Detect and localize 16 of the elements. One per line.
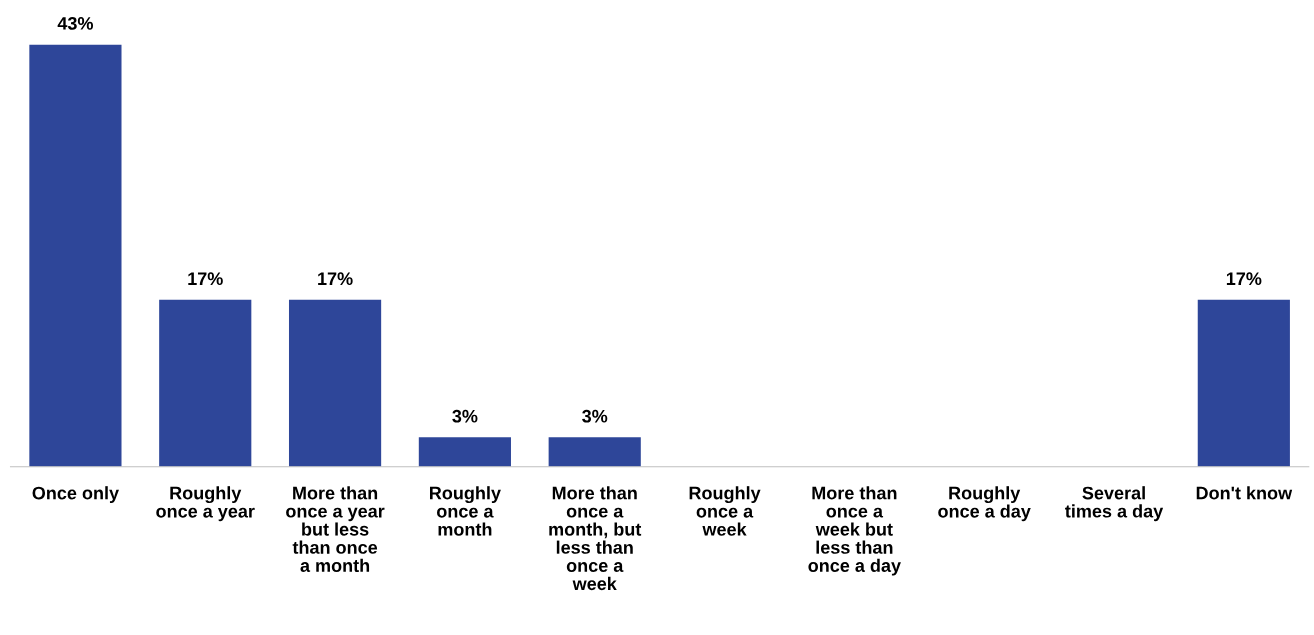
x-tick-label: Roughly once a week	[689, 486, 761, 536]
x-tick-label: More than once a week but less than once a day	[808, 486, 901, 576]
x-tick-label: Roughly once a month	[430, 486, 501, 536]
x-tick-label: More than once a year but less than once a month	[286, 486, 385, 572]
data-label: 3%	[582, 409, 608, 423]
x-tick-label: Don't know	[1196, 486, 1293, 500]
data-label: 3%	[452, 409, 478, 423]
x-tick-label: More than once a month, but less than once a week	[549, 486, 642, 591]
x-tick-label: Roughly once a day	[938, 486, 1031, 522]
data-label: 17%	[318, 272, 353, 286]
x-tick-label: Once only	[32, 486, 119, 503]
x-tick-label: Several times a day	[1065, 486, 1164, 522]
data-label: 43%	[57, 16, 94, 30]
x-tick-label: Roughly once a year	[156, 486, 255, 522]
data-label: 17%	[188, 272, 223, 286]
data-label: 17%	[1226, 272, 1262, 286]
